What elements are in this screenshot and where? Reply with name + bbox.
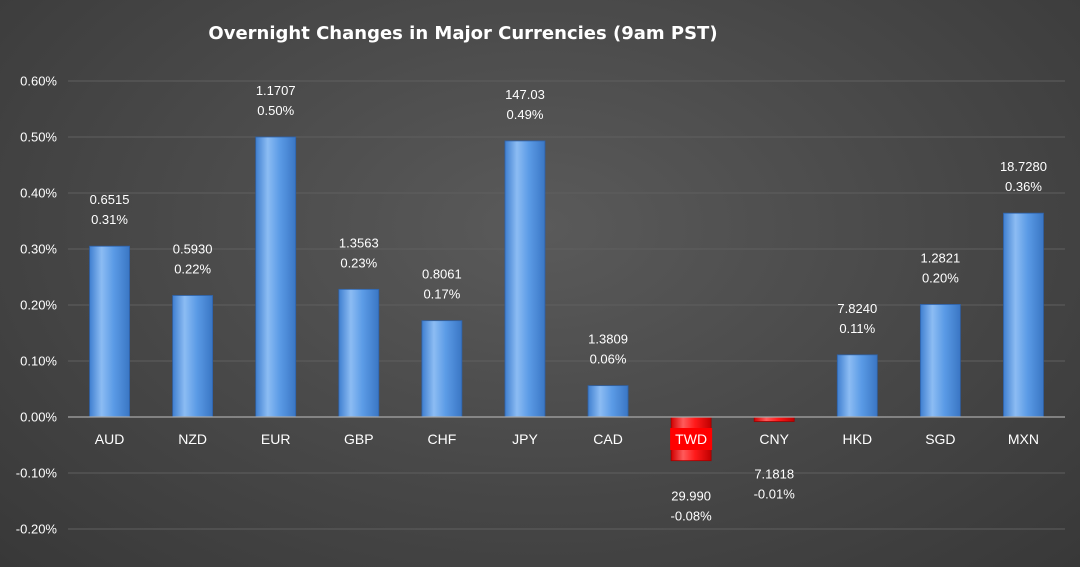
y-tick-label: 0.60% bbox=[20, 74, 57, 89]
x-tick-label: MXN bbox=[1008, 431, 1039, 447]
bar-hkd bbox=[836, 354, 878, 418]
data-label-rate: 1.3563 bbox=[339, 235, 379, 250]
data-label-rate: 7.1818 bbox=[754, 466, 794, 481]
data-label-rate: 0.6515 bbox=[90, 192, 130, 207]
y-tick-label: 0.50% bbox=[20, 130, 57, 145]
x-tick-label: TWD bbox=[675, 431, 707, 447]
bar-gbp bbox=[338, 288, 380, 418]
highlight-label-background bbox=[670, 428, 713, 450]
data-label-percent: 0.50% bbox=[257, 103, 294, 118]
data-label-percent: -0.08% bbox=[671, 509, 713, 524]
data-label-percent: 0.20% bbox=[922, 270, 959, 285]
data-label-percent: -0.01% bbox=[754, 486, 796, 501]
x-tick-label: CNY bbox=[759, 431, 789, 447]
x-tick-label: CAD bbox=[593, 431, 623, 447]
x-tick-label: AUD bbox=[95, 431, 125, 447]
y-tick-label: 0.00% bbox=[20, 410, 57, 425]
bar-mxn bbox=[1003, 212, 1044, 418]
y-tick-label: -0.10% bbox=[16, 466, 58, 481]
data-label-percent: 0.36% bbox=[1005, 179, 1042, 194]
bar-nzd bbox=[172, 295, 214, 418]
chart-title: Overnight Changes in Major Currencies (9… bbox=[208, 23, 717, 44]
y-axis-ticks: -0.20% -0.10% 0.00% 0.10% 0.20% 0.30% 0.40% 0.5… bbox=[16, 74, 58, 537]
data-label-percent: 0.11% bbox=[839, 321, 875, 336]
bar-aud bbox=[89, 245, 130, 418]
y-tick-label: 0.20% bbox=[20, 298, 57, 313]
x-tick-label: HKD bbox=[843, 431, 873, 447]
data-label-rate: 0.8061 bbox=[422, 267, 462, 282]
x-tick-label: SGD bbox=[925, 431, 955, 447]
x-tick-label: GBP bbox=[344, 431, 374, 447]
data-label-percent: 0.23% bbox=[340, 255, 377, 270]
bar-eur bbox=[255, 136, 297, 418]
data-label-rate: 18.7280 bbox=[1000, 159, 1047, 174]
data-label-rate: 1.2821 bbox=[920, 250, 960, 265]
x-tick-label: CHF bbox=[427, 431, 456, 447]
x-tick-label: NZD bbox=[178, 431, 207, 447]
data-label-percent: 0.06% bbox=[590, 352, 627, 367]
bar-sgd bbox=[919, 304, 961, 418]
data-label-rate: 7.8240 bbox=[837, 301, 877, 316]
gridlines bbox=[68, 80, 1065, 530]
y-tick-label: 0.10% bbox=[20, 354, 57, 369]
bar-cny bbox=[753, 416, 795, 422]
data-label-rate: 29.990 bbox=[671, 489, 711, 504]
x-tick-label: JPY bbox=[512, 431, 538, 447]
data-labels: 0.6515 0.31% 0.5930 0.22% 1.1707 0.50% 1.3563 0… bbox=[90, 83, 1047, 524]
data-label-percent: 0.22% bbox=[174, 261, 211, 276]
bar-cad bbox=[587, 385, 629, 418]
data-label-rate: 147.03 bbox=[505, 87, 545, 102]
bar-chf bbox=[421, 320, 463, 418]
bar-jpy bbox=[504, 140, 546, 418]
y-tick-label: 0.40% bbox=[20, 186, 57, 201]
data-label-percent: 0.31% bbox=[91, 212, 128, 227]
data-label-percent: 0.49% bbox=[507, 107, 544, 122]
bars bbox=[89, 136, 1044, 462]
y-tick-label: 0.30% bbox=[20, 242, 57, 257]
x-tick-label: EUR bbox=[261, 431, 291, 447]
x-axis-labels: AUD NZD EUR GBP CHF JPY CAD TWD CNY HKD SGD MXN bbox=[95, 428, 1039, 450]
data-label-rate: 1.3809 bbox=[588, 332, 628, 347]
data-label-percent: 0.17% bbox=[423, 287, 460, 302]
data-label-rate: 0.5930 bbox=[173, 241, 213, 256]
data-label-rate: 1.1707 bbox=[256, 83, 296, 98]
y-tick-label: -0.20% bbox=[16, 522, 58, 537]
